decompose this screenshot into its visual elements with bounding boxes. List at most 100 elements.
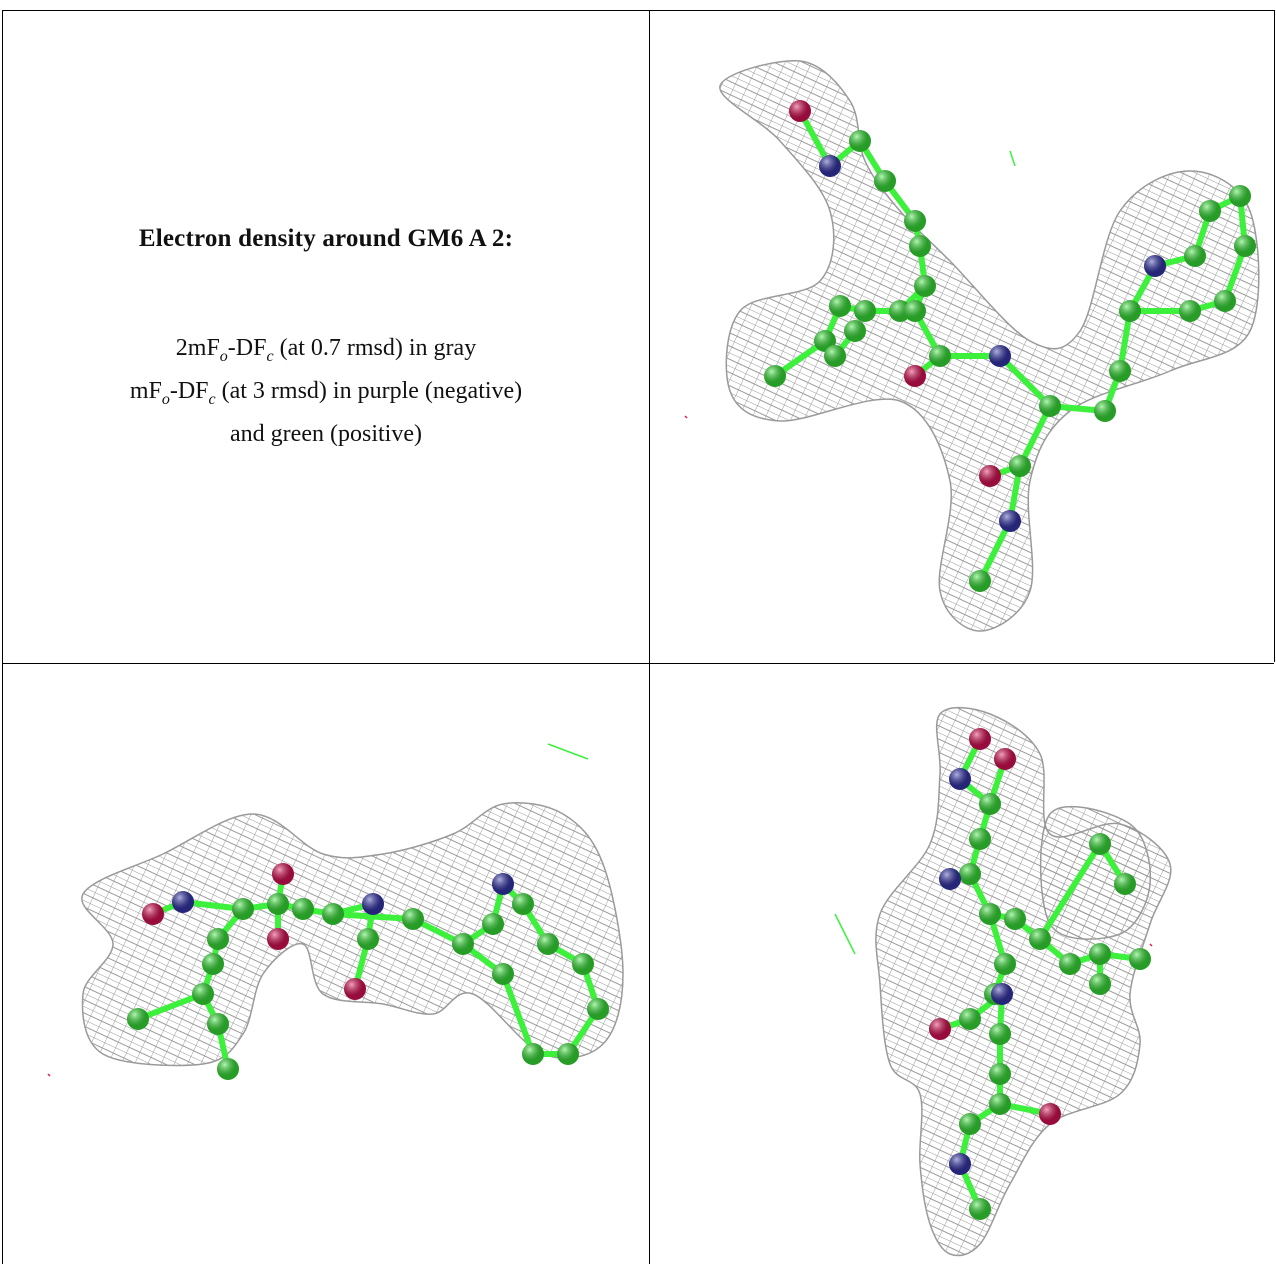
- table-border-center: [649, 10, 650, 1264]
- atom-shading: [142, 903, 164, 925]
- caption-cell: Electron density around GM6 A 2: 2mFo-DF…: [3, 11, 649, 663]
- atom-shading: [989, 1063, 1011, 1085]
- atom-shading: [994, 748, 1016, 770]
- difference-density-fragment: [834, 913, 856, 955]
- bond-stick: [977, 518, 1013, 584]
- atom-shading: [914, 275, 936, 297]
- atom-shading: [1039, 1103, 1061, 1125]
- atom-shading: [959, 1008, 981, 1030]
- atom-shading: [1009, 455, 1031, 477]
- atom-shading: [587, 998, 609, 1020]
- atom-shading: [492, 963, 514, 985]
- atom-shading: [904, 365, 926, 387]
- atom-shading: [969, 570, 991, 592]
- density-mesh: [1039, 805, 1152, 940]
- atom-shading: [322, 903, 344, 925]
- bond-stick: [1037, 841, 1103, 942]
- atom-shading: [939, 868, 961, 890]
- atom-shading: [1059, 953, 1081, 975]
- atom-shading: [202, 953, 224, 975]
- atom-shading: [207, 928, 229, 950]
- density-view-bottom-right: [650, 664, 1274, 1264]
- density-view-bottom-left: [3, 664, 649, 1264]
- atom-shading: [989, 1023, 1011, 1045]
- atom-shading: [824, 345, 846, 367]
- atom-shading: [819, 155, 841, 177]
- molecule-density-render: [47, 743, 624, 1080]
- atom-shading: [357, 928, 379, 950]
- legend-line-green: and green (positive): [230, 420, 422, 447]
- atom-shading: [969, 1198, 991, 1220]
- atom-shading: [969, 728, 991, 750]
- atom-shading: [557, 1043, 579, 1065]
- atom-shading: [764, 365, 786, 387]
- atom-shading: [1029, 928, 1051, 950]
- difference-density-fragment: [47, 1073, 51, 1077]
- atom-shading: [232, 898, 254, 920]
- atom-shading: [989, 345, 1011, 367]
- table-border-middle: [2, 663, 1274, 664]
- atom-shading: [207, 1013, 229, 1035]
- difference-density-fragment: [1149, 943, 1153, 947]
- atom-shading: [492, 873, 514, 895]
- atom-shading: [849, 130, 871, 152]
- table-border-left: [2, 10, 3, 1264]
- atom-shading: [949, 768, 971, 790]
- atom-shading: [1089, 833, 1111, 855]
- atom-shading: [522, 1043, 544, 1065]
- atom-shading: [904, 210, 926, 232]
- atom-shading: [829, 295, 851, 317]
- legend-line-2mfo: 2mFo-DFc (at 0.7 rmsd) in gray: [175, 335, 477, 365]
- atom-shading: [292, 898, 314, 920]
- density-mesh: [719, 59, 1260, 632]
- atom-shading: [1199, 200, 1221, 222]
- density-mesh: [875, 707, 1172, 1257]
- difference-density-fragment: [547, 743, 589, 760]
- atom-shading: [854, 300, 876, 322]
- bond-stick: [500, 971, 536, 1057]
- bond-stick: [330, 911, 416, 922]
- atom-shading: [482, 913, 504, 935]
- density-view-top-right: [650, 11, 1274, 663]
- difference-density-fragment: [684, 415, 688, 419]
- atom-shading: [929, 345, 951, 367]
- atom-shading: [1004, 908, 1026, 930]
- atom-shading: [1094, 400, 1116, 422]
- atom-shading: [512, 893, 534, 915]
- atom-shading: [949, 1153, 971, 1175]
- atom-shading: [989, 1093, 1011, 1115]
- atom-shading: [537, 933, 559, 955]
- atom-shading: [874, 170, 896, 192]
- difference-density-fragment: [1009, 150, 1016, 167]
- atom-shading: [402, 908, 424, 930]
- legend-line-mfo: mFo-DFc (at 3 rmsd) in purple (negative): [129, 377, 523, 408]
- atom-shading: [909, 235, 931, 257]
- atom-shading: [1114, 873, 1136, 895]
- atom-shading: [994, 953, 1016, 975]
- atom-shading: [844, 320, 866, 342]
- atom-shading: [1119, 300, 1141, 322]
- atom-shading: [789, 100, 811, 122]
- molecule-density-render: [834, 707, 1172, 1257]
- atom-shading: [904, 300, 926, 322]
- atom-shading: [1109, 360, 1131, 382]
- bond-stick: [1017, 403, 1053, 469]
- bond-stick: [135, 991, 206, 1022]
- atom-shading: [344, 978, 366, 1000]
- bond-stick: [997, 353, 1053, 409]
- atom-shading: [272, 863, 294, 885]
- atom-shading: [452, 933, 474, 955]
- atom-shading: [979, 903, 1001, 925]
- caption-legend: 2mFo-DFc (at 0.7 rmsd) in gray mFo-DFc (…: [3, 331, 649, 451]
- atom-shading: [969, 828, 991, 850]
- atom-shading: [172, 891, 194, 913]
- atom-shading: [1129, 948, 1151, 970]
- atom-shading: [1234, 235, 1256, 257]
- atom-shading: [572, 953, 594, 975]
- atom-shading: [959, 863, 981, 885]
- atom-shading: [999, 510, 1021, 532]
- atom-shading: [127, 1008, 149, 1030]
- atom-shading: [1214, 290, 1236, 312]
- atom-shading: [267, 893, 289, 915]
